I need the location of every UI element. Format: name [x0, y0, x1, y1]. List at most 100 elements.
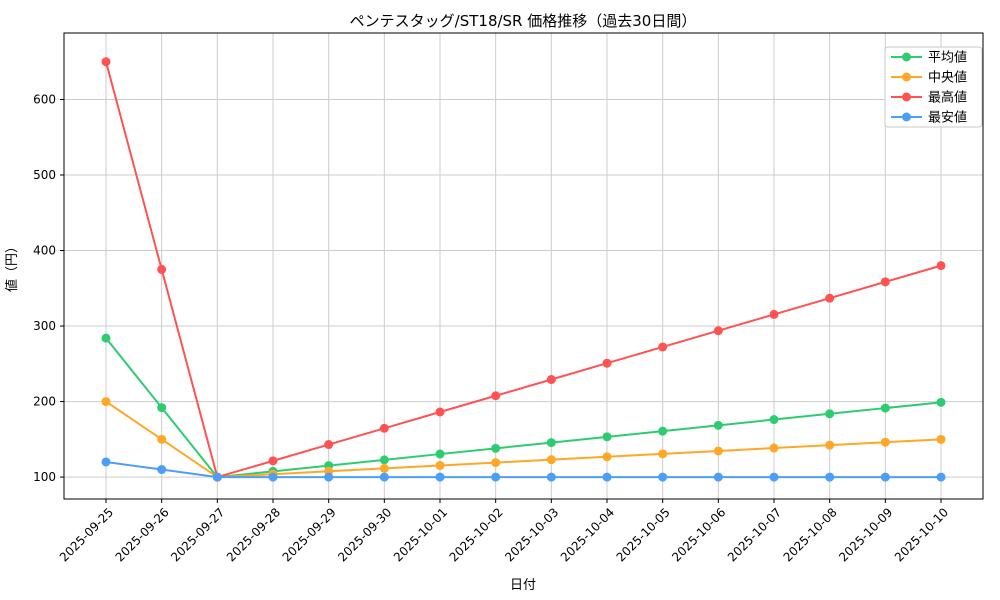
- data-point-最安値: [157, 465, 167, 475]
- data-point-最高値: [268, 456, 278, 466]
- data-point-最高値: [324, 440, 334, 450]
- x-tick-label: 2025-09-25: [57, 505, 116, 564]
- x-axis-label: 日付: [510, 578, 536, 593]
- x-tick-label: 2025-10-04: [558, 505, 617, 564]
- x-tick-label: 2025-10-03: [502, 505, 561, 564]
- x-tick-label: 2025-09-27: [168, 505, 227, 564]
- data-point-最安値: [435, 472, 445, 482]
- data-point-平均値: [157, 403, 167, 413]
- legend-label-平均値: 平均値: [928, 50, 967, 66]
- data-point-平均値: [546, 438, 556, 448]
- data-point-最安値: [491, 472, 501, 482]
- data-point-平均値: [101, 333, 111, 343]
- data-point-最安値: [101, 457, 111, 467]
- data-point-最高値: [936, 261, 946, 271]
- legend-marker: [902, 112, 911, 122]
- data-point-最高値: [491, 391, 501, 401]
- y-tick-label: 300: [33, 319, 56, 333]
- data-point-平均値: [491, 443, 501, 453]
- data-point-最高値: [658, 342, 668, 352]
- data-point-平均値: [936, 397, 946, 407]
- series-line-平均値: [105, 337, 942, 479]
- legend-label-最安値: 最安値: [928, 110, 967, 126]
- data-point-最安値: [379, 472, 389, 482]
- data-point-中央値: [101, 397, 111, 407]
- data-point-最安値: [769, 472, 779, 482]
- x-tick-label: 2025-10-05: [614, 505, 673, 564]
- data-point-最高値: [157, 264, 167, 274]
- chart-title: ペンテスタッグ/ST18/SR 価格推移（過去30日間）: [350, 12, 697, 30]
- data-point-平均値: [602, 432, 612, 442]
- x-tick-label: 2025-10-06: [669, 505, 728, 564]
- data-point-最高値: [880, 277, 890, 287]
- data-point-中央値: [936, 434, 946, 444]
- plot-area: 1002003004005006002025-09-252025-09-2620…: [33, 32, 984, 564]
- x-tick-label: 2025-09-28: [224, 505, 283, 564]
- x-tick-label: 2025-10-07: [725, 505, 784, 564]
- data-point-中央値: [157, 434, 167, 444]
- data-point-最安値: [936, 472, 946, 482]
- data-point-最高値: [101, 57, 111, 67]
- data-point-最高値: [769, 309, 779, 319]
- data-point-最高値: [602, 358, 612, 368]
- y-tick-label: 500: [33, 168, 56, 182]
- legend-box: [884, 46, 983, 128]
- legend-label-最高値: 最高値: [928, 90, 967, 106]
- data-point-中央値: [602, 452, 612, 462]
- data-point-中央値: [713, 446, 723, 456]
- series-line-最高値: [105, 60, 942, 479]
- series-line-最安値: [105, 460, 942, 479]
- axes-spines: [63, 32, 984, 500]
- data-point-最安値: [324, 472, 334, 482]
- y-tick-label: 400: [33, 244, 56, 258]
- data-point-最安値: [268, 472, 278, 482]
- y-tick-label: 600: [33, 92, 56, 106]
- y-axis-label: 値（円）: [4, 240, 20, 292]
- data-point-平均値: [880, 403, 890, 413]
- x-tick-label: 2025-10-08: [781, 505, 840, 564]
- data-point-中央値: [880, 437, 890, 447]
- x-tick-label: 2025-10-10: [892, 505, 951, 564]
- data-point-平均値: [435, 449, 445, 459]
- series-line-中央値: [105, 400, 942, 479]
- data-point-平均値: [379, 455, 389, 465]
- legend-label-中央値: 中央値: [928, 70, 967, 86]
- data-point-中央値: [546, 455, 556, 465]
- plot-background: [64, 33, 983, 499]
- data-point-平均値: [769, 415, 779, 425]
- data-point-平均値: [658, 426, 668, 436]
- data-point-中央値: [379, 463, 389, 473]
- x-tick-label: 2025-09-30: [335, 505, 394, 564]
- data-point-最高値: [435, 407, 445, 417]
- data-point-中央値: [658, 449, 668, 459]
- x-tick-label: 2025-10-09: [836, 505, 895, 564]
- data-point-最安値: [713, 472, 723, 482]
- data-point-最安値: [825, 472, 835, 482]
- x-tick-label: 2025-10-02: [447, 505, 506, 564]
- data-point-中央値: [825, 440, 835, 450]
- legend-marker: [902, 72, 911, 82]
- x-tick-label: 2025-10-01: [391, 505, 450, 564]
- legend-marker: [902, 92, 911, 102]
- legend-marker: [902, 52, 911, 62]
- data-point-最安値: [546, 472, 556, 482]
- data-point-中央値: [769, 443, 779, 453]
- y-tick-label: 200: [33, 395, 56, 409]
- x-tick-label: 2025-09-26: [113, 505, 172, 564]
- data-point-最高値: [825, 293, 835, 303]
- data-point-中央値: [491, 458, 501, 468]
- data-point-最高値: [379, 423, 389, 433]
- data-point-最安値: [658, 472, 668, 482]
- data-point-最安値: [880, 472, 890, 482]
- y-tick-label: 100: [33, 470, 56, 484]
- data-point-平均値: [825, 409, 835, 419]
- data-point-最高値: [713, 326, 723, 336]
- data-point-平均値: [713, 420, 723, 430]
- data-point-最安値: [212, 472, 222, 482]
- data-point-最高値: [546, 375, 556, 385]
- data-point-最安値: [602, 472, 612, 482]
- x-tick-label: 2025-09-29: [280, 505, 339, 564]
- data-point-中央値: [435, 460, 445, 470]
